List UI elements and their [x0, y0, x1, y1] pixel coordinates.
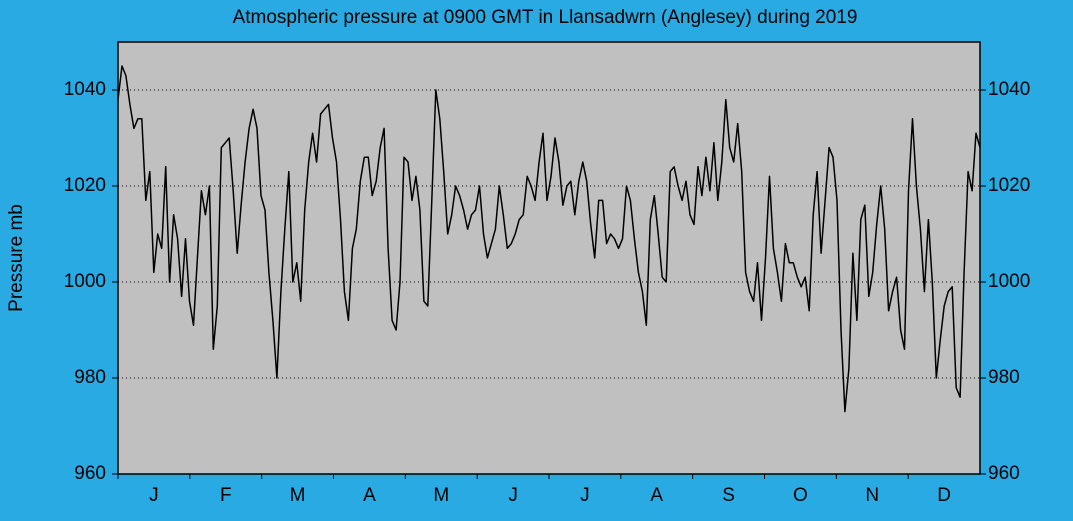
- y-tick-label-right: 980: [988, 367, 1020, 388]
- x-tick-label: M: [290, 485, 306, 506]
- y-tick-label: 980: [74, 367, 106, 388]
- y-tick-label-right: 1040: [988, 79, 1030, 100]
- x-tick-label: M: [433, 485, 449, 506]
- y-tick-label-right: 1020: [988, 175, 1030, 196]
- y-tick-label: 1020: [64, 175, 106, 196]
- x-tick-label: S: [722, 485, 735, 506]
- y-axis-label: Pressure mb: [6, 204, 27, 312]
- pressure-line: [117, 65, 981, 413]
- x-tick-label: O: [793, 485, 808, 506]
- x-tick-label: D: [937, 485, 951, 506]
- plot-area: [117, 41, 981, 475]
- x-tick-label: J: [508, 485, 518, 506]
- x-tick-label: J: [149, 485, 159, 506]
- x-tick-label: J: [580, 485, 590, 506]
- y-tick-label-right: 1000: [988, 271, 1030, 292]
- y-tick-label: 1040: [64, 79, 106, 100]
- x-tick-label: A: [363, 485, 376, 506]
- x-tick-label: N: [865, 485, 879, 506]
- y-tick-label: 960: [74, 463, 106, 484]
- y-tick-label: 1000: [64, 271, 106, 292]
- x-tick-label: F: [220, 485, 232, 506]
- x-tick-label: A: [650, 485, 663, 506]
- y-tick-label-right: 960: [988, 463, 1020, 484]
- chart-title: Atmospheric pressure at 0900 GMT in Llan…: [233, 7, 858, 28]
